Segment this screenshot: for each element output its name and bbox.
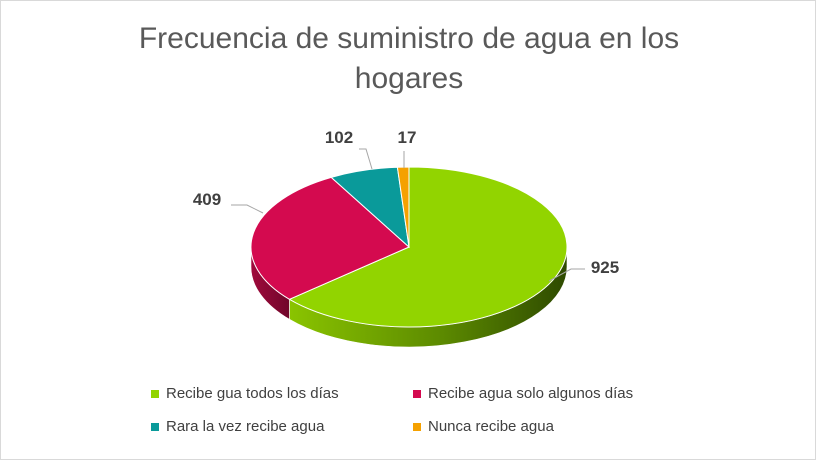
legend-swatch xyxy=(413,422,421,431)
pie-slice-nunca xyxy=(396,166,410,248)
legend-item-rara-vez: Rara la vez recibe agua xyxy=(151,418,413,435)
pie-slice-todos-los-dias xyxy=(288,166,568,328)
legend: Recibe gua todos los días Recibe agua sol… xyxy=(151,385,711,435)
legend-label: Recibe agua solo algunos días xyxy=(428,385,634,402)
legend-swatch xyxy=(151,422,159,431)
legend-swatch xyxy=(151,389,159,398)
chart-title: Frecuencia de suministro de agua en los … xyxy=(138,22,680,95)
legend-label: Nunca recibe agua xyxy=(428,418,554,435)
legend-item-algunos-dias: Recibe agua solo algunos días xyxy=(413,385,711,402)
pie-slice-algunos-dias xyxy=(250,176,410,300)
legend-swatch xyxy=(413,389,421,398)
legend-item-todos-los-dias: Recibe gua todos los días xyxy=(151,385,413,402)
leader-line-algunos-dias xyxy=(231,204,264,214)
data-label-todos-los-dias: 925 xyxy=(591,258,619,277)
leader-line-rara-vez xyxy=(359,148,373,170)
legend-item-nunca: Nunca recibe agua xyxy=(413,418,711,435)
legend-label: Recibe gua todos los días xyxy=(166,385,339,402)
legend-label: Rara la vez recibe agua xyxy=(166,418,325,435)
leader-line-todos-los-dias xyxy=(548,268,585,282)
data-label-nunca: 17 xyxy=(398,128,417,147)
data-label-rara-vez: 102 xyxy=(325,128,353,147)
data-label-algunos-dias: 409 xyxy=(193,190,221,209)
